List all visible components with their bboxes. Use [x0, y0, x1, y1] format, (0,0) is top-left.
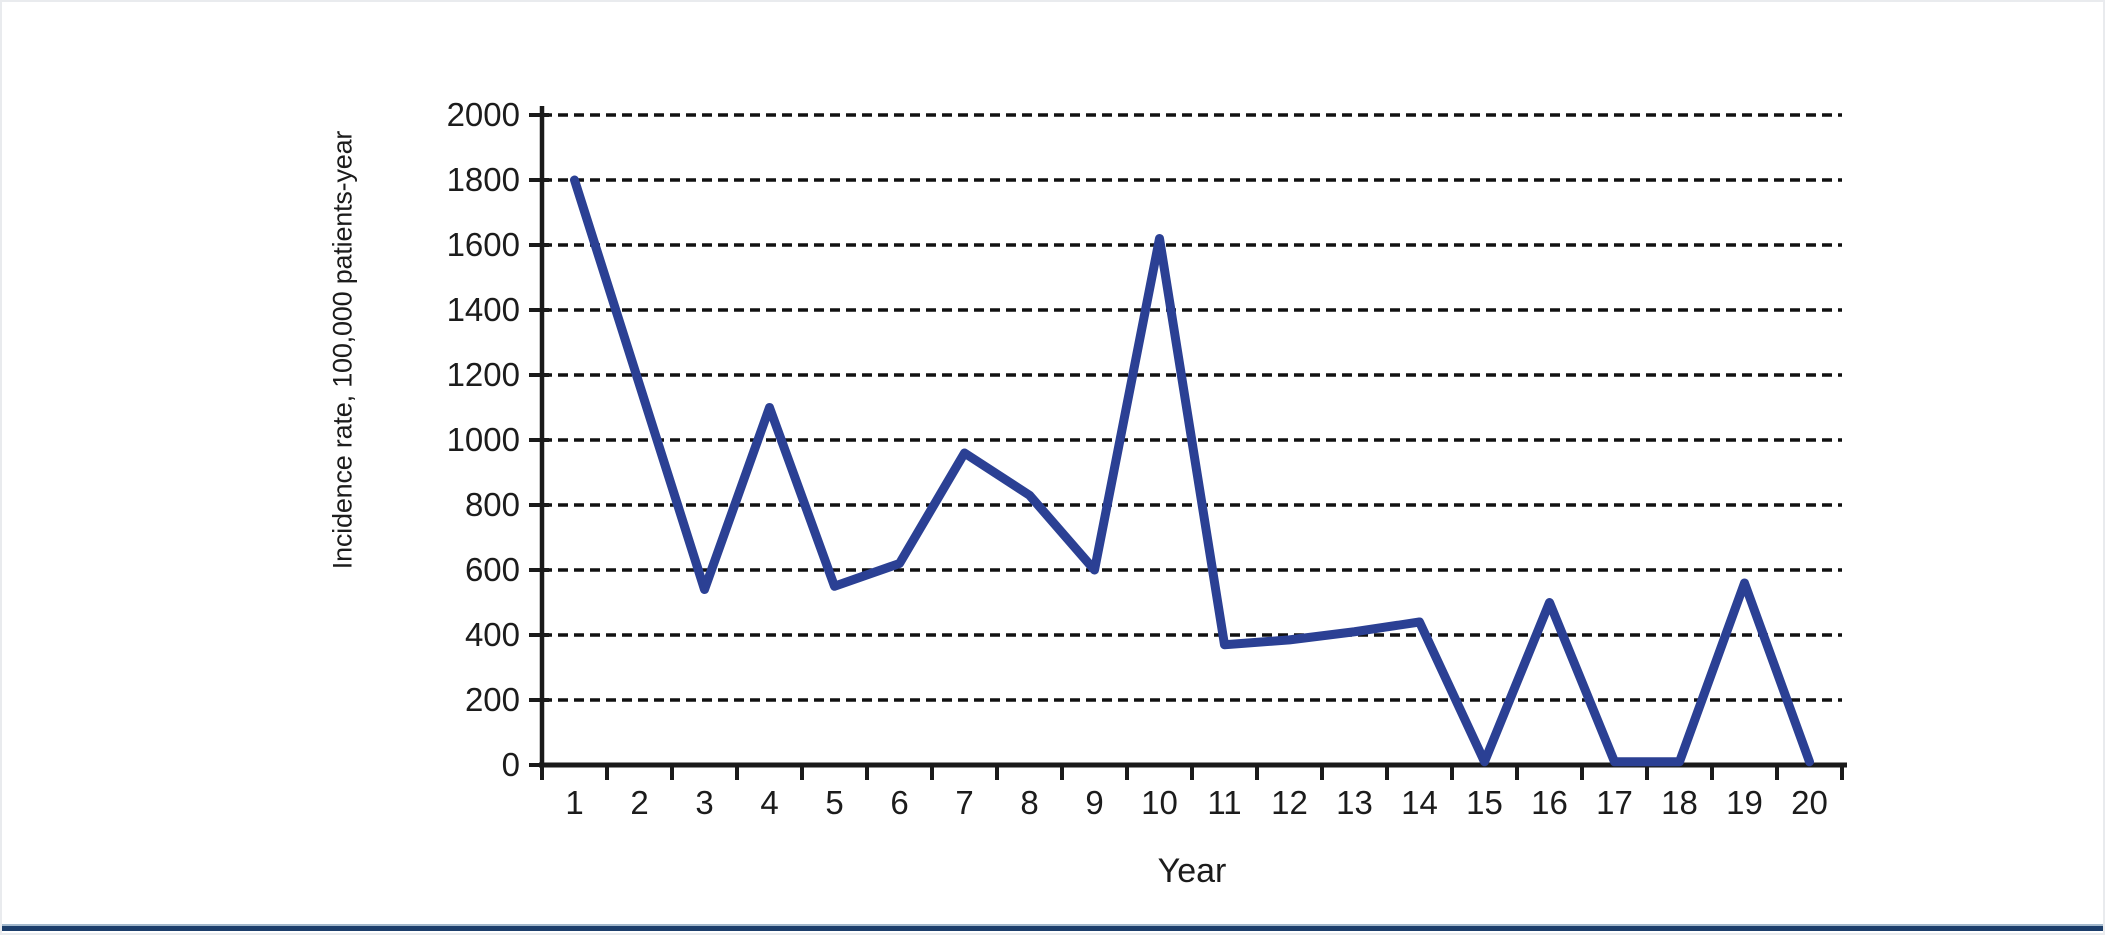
y-tick-label: 2000 — [447, 96, 520, 133]
footer-rule-light-line — [2, 924, 2103, 926]
x-tick-label: 16 — [1531, 784, 1568, 821]
page-footer-rule — [2, 924, 2103, 931]
y-tick-label: 1000 — [447, 421, 520, 458]
y-axis-title: Incidence rate, 100,000 patients-year — [327, 130, 358, 570]
x-tick-label: 15 — [1466, 784, 1503, 821]
x-tick-label: 13 — [1336, 784, 1373, 821]
y-tick-label: 1800 — [447, 161, 520, 198]
x-tick-label: 9 — [1085, 784, 1103, 821]
y-tick-label: 0 — [502, 746, 520, 783]
y-tick-label: 1200 — [447, 356, 520, 393]
x-tick-label: 3 — [695, 784, 713, 821]
y-tick-label: 200 — [465, 681, 520, 718]
x-tick-label: 12 — [1271, 784, 1308, 821]
x-tick-label: 4 — [760, 784, 778, 821]
x-tick-label: 20 — [1791, 784, 1828, 821]
x-tick-label: 7 — [955, 784, 973, 821]
x-tick-label: 11 — [1207, 784, 1241, 821]
y-tick-label: 800 — [465, 486, 520, 523]
y-tick-label: 600 — [465, 551, 520, 588]
x-tick-label: 1 — [565, 784, 583, 821]
x-tick-label: 17 — [1596, 784, 1633, 821]
x-tick-label: 18 — [1661, 784, 1698, 821]
y-tick-label: 1600 — [447, 226, 520, 263]
x-tick-label: 8 — [1020, 784, 1038, 821]
x-tick-label: 10 — [1141, 784, 1178, 821]
y-tick-label: 1400 — [447, 291, 520, 328]
x-tick-label: 2 — [630, 784, 648, 821]
x-axis-title: Year — [1157, 852, 1227, 890]
data-line — [570, 175, 1814, 767]
y-tick-label: 400 — [465, 616, 520, 653]
x-tick-label: 14 — [1401, 784, 1438, 821]
x-tick-label: 19 — [1726, 784, 1763, 821]
x-tick-label: 6 — [890, 784, 908, 821]
x-tick-label: 5 — [825, 784, 843, 821]
footer-rule-dark-line — [2, 926, 2103, 931]
